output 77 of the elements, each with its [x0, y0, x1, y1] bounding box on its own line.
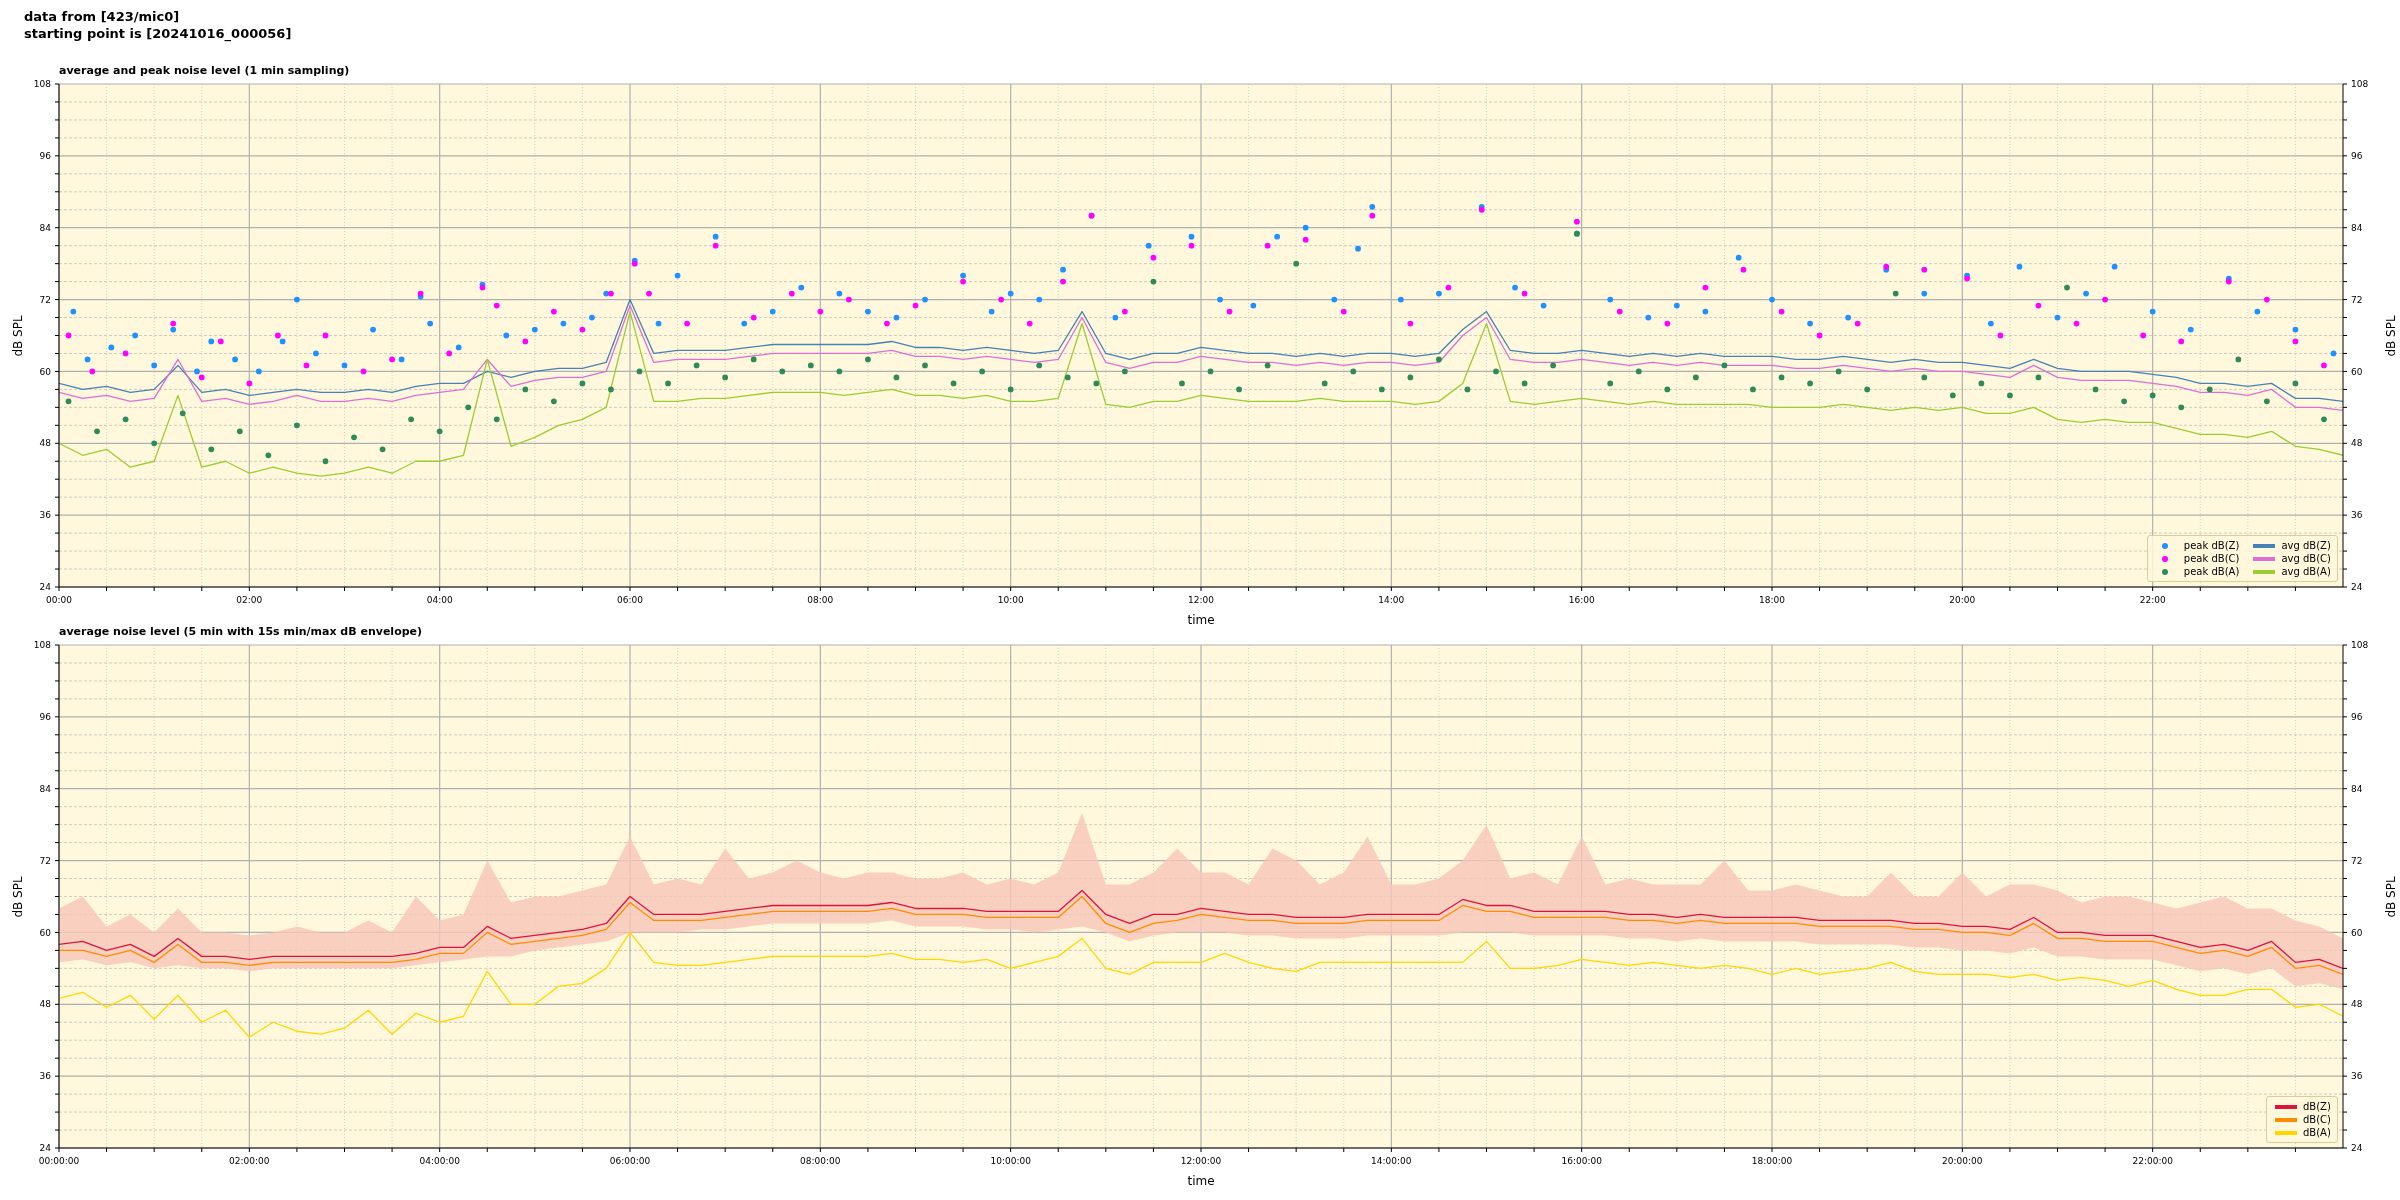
x-tick-label: 18:00: [1759, 595, 1786, 606]
y-tick-label: 36: [39, 510, 52, 521]
x-tick-label: 12:00: [1188, 595, 1215, 606]
x-tick-label: 08:00: [807, 595, 834, 606]
y-tick-label: 108: [33, 640, 52, 651]
y2-tick-label: 48: [2351, 438, 2363, 449]
y2-tick-label: 96: [2351, 712, 2363, 723]
x-tick-label: 12:00:00: [1180, 1156, 1222, 1167]
y-axis-title: dB SPL: [11, 314, 25, 357]
y-tick-label: 36: [39, 1071, 52, 1082]
legend-label: avg dB(Z): [2281, 539, 2331, 552]
y-tick-label: 48: [39, 999, 52, 1010]
y-tick-label: 84: [39, 222, 52, 233]
y-tick-label: 60: [39, 366, 52, 377]
x-tick-label: 22:00:00: [2132, 1156, 2174, 1167]
y-tick-label: 24: [39, 582, 52, 593]
y2-tick-label: 60: [2351, 366, 2363, 377]
x-tick-label: 18:00:00: [1751, 1156, 1793, 1167]
x-tick-label: 14:00: [1378, 595, 1405, 606]
legend-label: peak dB(C): [2183, 552, 2240, 565]
legend-label: dB(C): [2303, 1113, 2331, 1126]
y-tick-label: 72: [39, 855, 51, 866]
x-axis-title: time: [1187, 1174, 1215, 1188]
line-series: [59, 310, 2343, 477]
legend-label: avg dB(C): [2281, 552, 2331, 565]
y2-tick-label: 96: [2351, 151, 2363, 162]
x-tick-label: 22:00: [2139, 595, 2166, 606]
y2-tick-label: 72: [2351, 294, 2363, 305]
legend-label: dB(Z): [2303, 1100, 2331, 1113]
x-tick-label: 00:00: [46, 595, 73, 606]
y2-tick-label: 36: [2351, 1071, 2363, 1082]
legend-label: dB(A): [2303, 1126, 2331, 1139]
y2-tick-label: 24: [2351, 582, 2363, 593]
y-tick-label: 60: [39, 927, 52, 938]
chart-title: average and peak noise level (1 min sampling): [59, 64, 350, 78]
x-axis-title: time: [1187, 613, 1215, 627]
text: data from [423/mic0]: [24, 8, 180, 25]
x-tick-label: 20:00: [1949, 595, 1976, 606]
x-tick-label: 20:00:00: [1942, 1156, 1983, 1167]
y-tick-label: 96: [39, 712, 52, 723]
y2-tick-label: 84: [2351, 222, 2363, 233]
y2-tick-label: 108: [2351, 640, 2369, 651]
legend-label: peak dB(A): [2183, 565, 2240, 578]
x-tick-label: 06:00:00: [609, 1156, 651, 1167]
x-tick-label: 10:00: [997, 595, 1024, 606]
y2-tick-label: 36: [2351, 510, 2363, 521]
y-tick-label: 48: [39, 438, 52, 449]
x-tick-label: 08:00:00: [800, 1156, 841, 1167]
x-tick-label: 00:00:00: [38, 1156, 80, 1167]
x-tick-label: 04:00: [426, 595, 453, 606]
y-axis-title: dB SPL: [11, 875, 25, 918]
y-tick-label: 96: [39, 151, 52, 162]
legend-label: avg dB(A): [2281, 565, 2331, 578]
x-tick-label: 10:00:00: [990, 1156, 1032, 1167]
y2-tick-label: 60: [2351, 927, 2363, 938]
y2-tick-label: 84: [2351, 783, 2363, 794]
line-series: [59, 931, 2343, 1038]
x-tick-label: 02:00:00: [229, 1156, 270, 1167]
y-tick-label: 108: [33, 79, 52, 90]
y2-tick-label: 108: [2351, 79, 2369, 90]
y-tick-label: 72: [39, 294, 51, 305]
y-tick-label: 84: [39, 783, 52, 794]
text: starting point is [20241016_000056]: [24, 25, 292, 42]
y2-tick-label: 48: [2351, 999, 2363, 1010]
x-tick-label: 16:00:00: [1561, 1156, 1603, 1167]
y2-tick-label: 72: [2351, 855, 2363, 866]
y2-axis-title: dB SPL: [2384, 314, 2398, 357]
legend-label: peak dB(Z): [2183, 539, 2240, 552]
x-tick-label: 06:00: [617, 595, 644, 606]
y2-tick-label: 24: [2351, 1143, 2363, 1154]
y-tick-label: 24: [39, 1143, 52, 1154]
y2-axis-title: dB SPL: [2384, 875, 2398, 918]
x-tick-label: 14:00:00: [1371, 1156, 1412, 1167]
x-tick-label: 04:00:00: [419, 1156, 461, 1167]
x-tick-label: 16:00: [1568, 595, 1595, 606]
x-tick-label: 02:00: [236, 595, 263, 606]
chart-title: average noise level (5 min with 15s min/max dB envelope): [59, 625, 423, 639]
